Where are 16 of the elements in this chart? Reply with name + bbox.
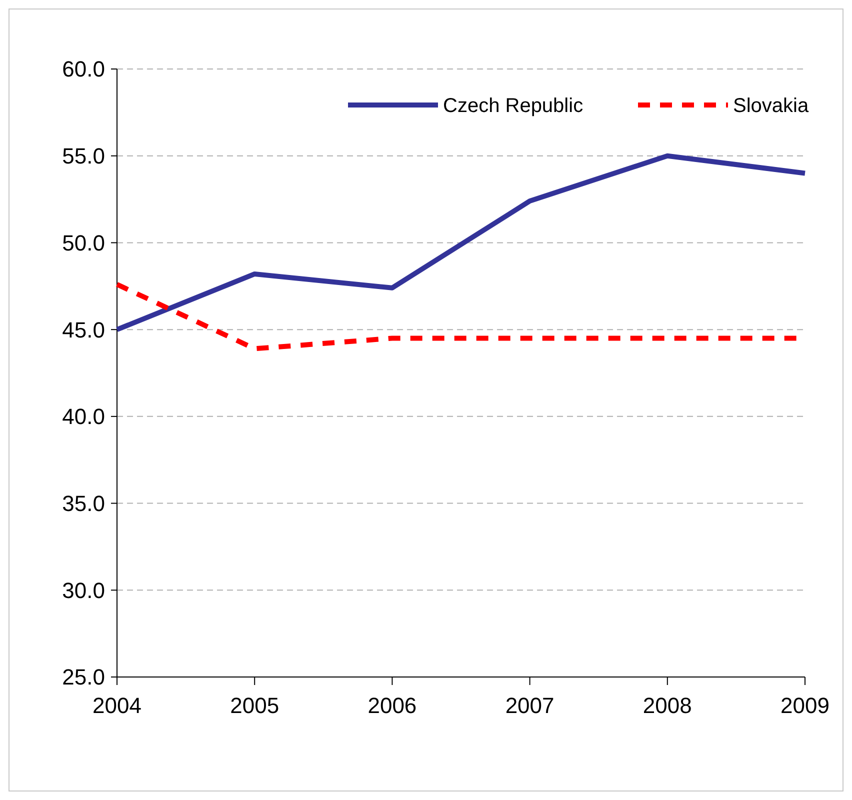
legend-label: Slovakia <box>733 95 810 117</box>
y-tick-label: 35.0 <box>62 490 105 516</box>
y-tick-label: 25.0 <box>62 664 105 690</box>
y-tick-label: 55.0 <box>62 144 105 169</box>
y-tick-label: 30.0 <box>62 578 105 603</box>
x-tick-label: 2004 <box>92 693 142 718</box>
x-tick-label: 2005 <box>230 693 280 718</box>
y-tick-label: 50.0 <box>62 230 105 256</box>
x-tick-label: 2007 <box>505 693 554 718</box>
x-tick-label: 2009 <box>780 693 830 718</box>
x-tick-label: 2008 <box>642 693 692 718</box>
y-tick-label: 60.0 <box>62 56 105 82</box>
legend-label: Czech Republic <box>443 95 584 117</box>
y-tick-label: 45.0 <box>62 317 105 342</box>
y-tick-label: 40.0 <box>62 404 105 430</box>
x-tick-label: 2006 <box>368 693 417 718</box>
